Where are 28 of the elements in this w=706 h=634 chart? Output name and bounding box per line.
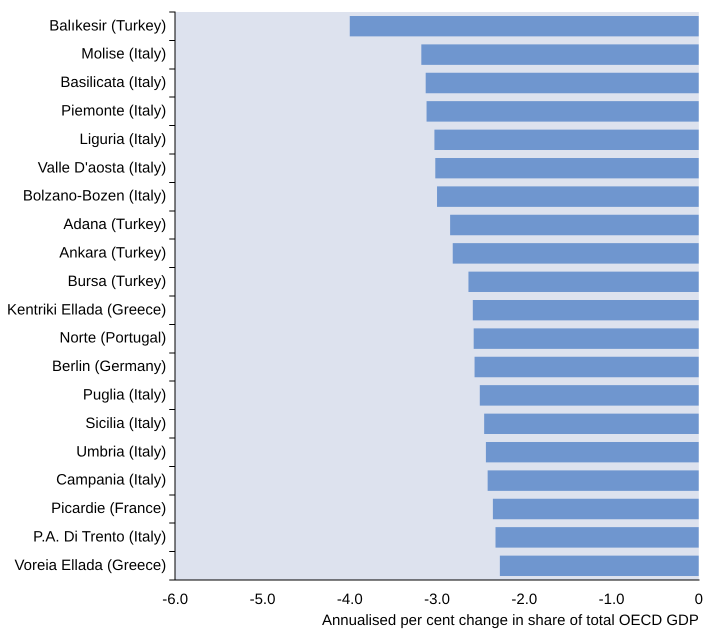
y-tick-label: Puglia (Italy) bbox=[82, 386, 166, 404]
x-tick-label: -5.0 bbox=[250, 591, 276, 608]
y-tick-label: Piemonte (Italy) bbox=[61, 102, 166, 120]
x-tick-label: -1.0 bbox=[598, 591, 624, 608]
y-tick-label: Berlin (Germany) bbox=[52, 358, 166, 376]
y-tick-label: Bursa (Turkey) bbox=[68, 272, 166, 290]
y-tick-label: Umbria (Italy) bbox=[76, 443, 166, 460]
y-tick-label: Sicilia (Italy) bbox=[85, 414, 166, 432]
y-tick-label: Voreia Ellada (Greece) bbox=[14, 556, 166, 574]
y-tick-label: Valle D'aosta (Italy) bbox=[38, 159, 166, 176]
y-tick-label: Ankara (Turkey) bbox=[59, 244, 166, 262]
y-tick-label: Basilicata (Italy) bbox=[60, 74, 166, 92]
y-tick-label: Picardie (France) bbox=[51, 500, 166, 518]
x-tick-label: -2.0 bbox=[511, 591, 538, 608]
y-tick-label: Campania (Italy) bbox=[56, 472, 166, 489]
x-tick-label: 0 bbox=[694, 591, 703, 608]
y-tick-label: Liguria (Italy) bbox=[80, 130, 166, 148]
y-tick-label: Balıkesir (Turkey) bbox=[49, 17, 166, 34]
y-tick-label: Molise (Italy) bbox=[81, 46, 166, 63]
y-tick-label: Kentriki Ellada (Greece) bbox=[6, 301, 166, 318]
y-tick-label: P.A. Di Trento (Italy) bbox=[33, 528, 166, 546]
y-tick-label: Norte (Portugal) bbox=[60, 330, 166, 347]
x-axis-title: Annualised per cent change in share of total OECD GDP bbox=[322, 612, 699, 630]
x-tick-label: -3.0 bbox=[424, 591, 450, 608]
y-tick-label: Bolzano-Bozen (Italy) bbox=[22, 188, 166, 205]
y-tick-label: Adana (Turkey) bbox=[63, 216, 166, 234]
x-tick-label: -6.0 bbox=[162, 591, 188, 608]
x-tick-label: -4.0 bbox=[336, 591, 363, 608]
